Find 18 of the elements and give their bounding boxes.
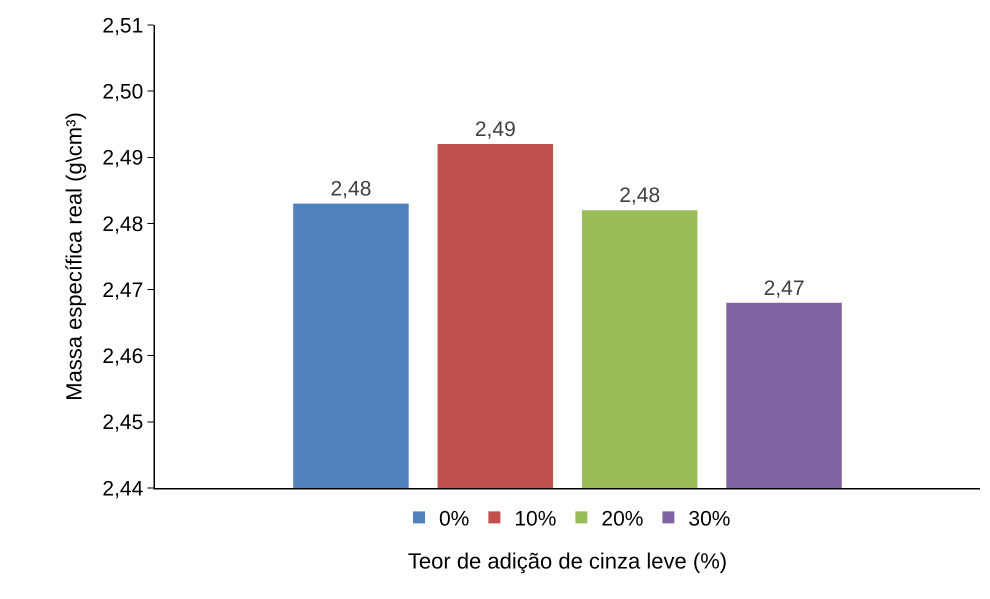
y-tick-label: 2,48 (102, 212, 144, 236)
y-axis-title: Massa específica real (g\cm³) (61, 112, 86, 401)
data-label: 2,47 (764, 276, 804, 300)
data-label: 2,48 (330, 178, 372, 201)
y-tick-label: 2,45 (102, 411, 144, 434)
x-axis-title: Teor de adição de cinza leve (%) (408, 548, 728, 574)
y-tick-label: 2,49 (102, 146, 144, 170)
legend-label: 0% (439, 508, 470, 531)
y-tick-label: 2,46 (102, 345, 144, 368)
y-tick-label: 2,50 (102, 80, 144, 104)
data-label: 2,48 (619, 184, 660, 208)
legend-label: 20% (601, 508, 644, 531)
legend-label: 10% (514, 508, 556, 531)
data-label: 2,49 (474, 118, 516, 142)
legend-label: 30% (688, 508, 730, 531)
y-tick-label: 2,51 (102, 14, 144, 38)
y-tick-label: 2,47 (102, 278, 144, 302)
y-tick-label: 2,44 (102, 477, 144, 500)
